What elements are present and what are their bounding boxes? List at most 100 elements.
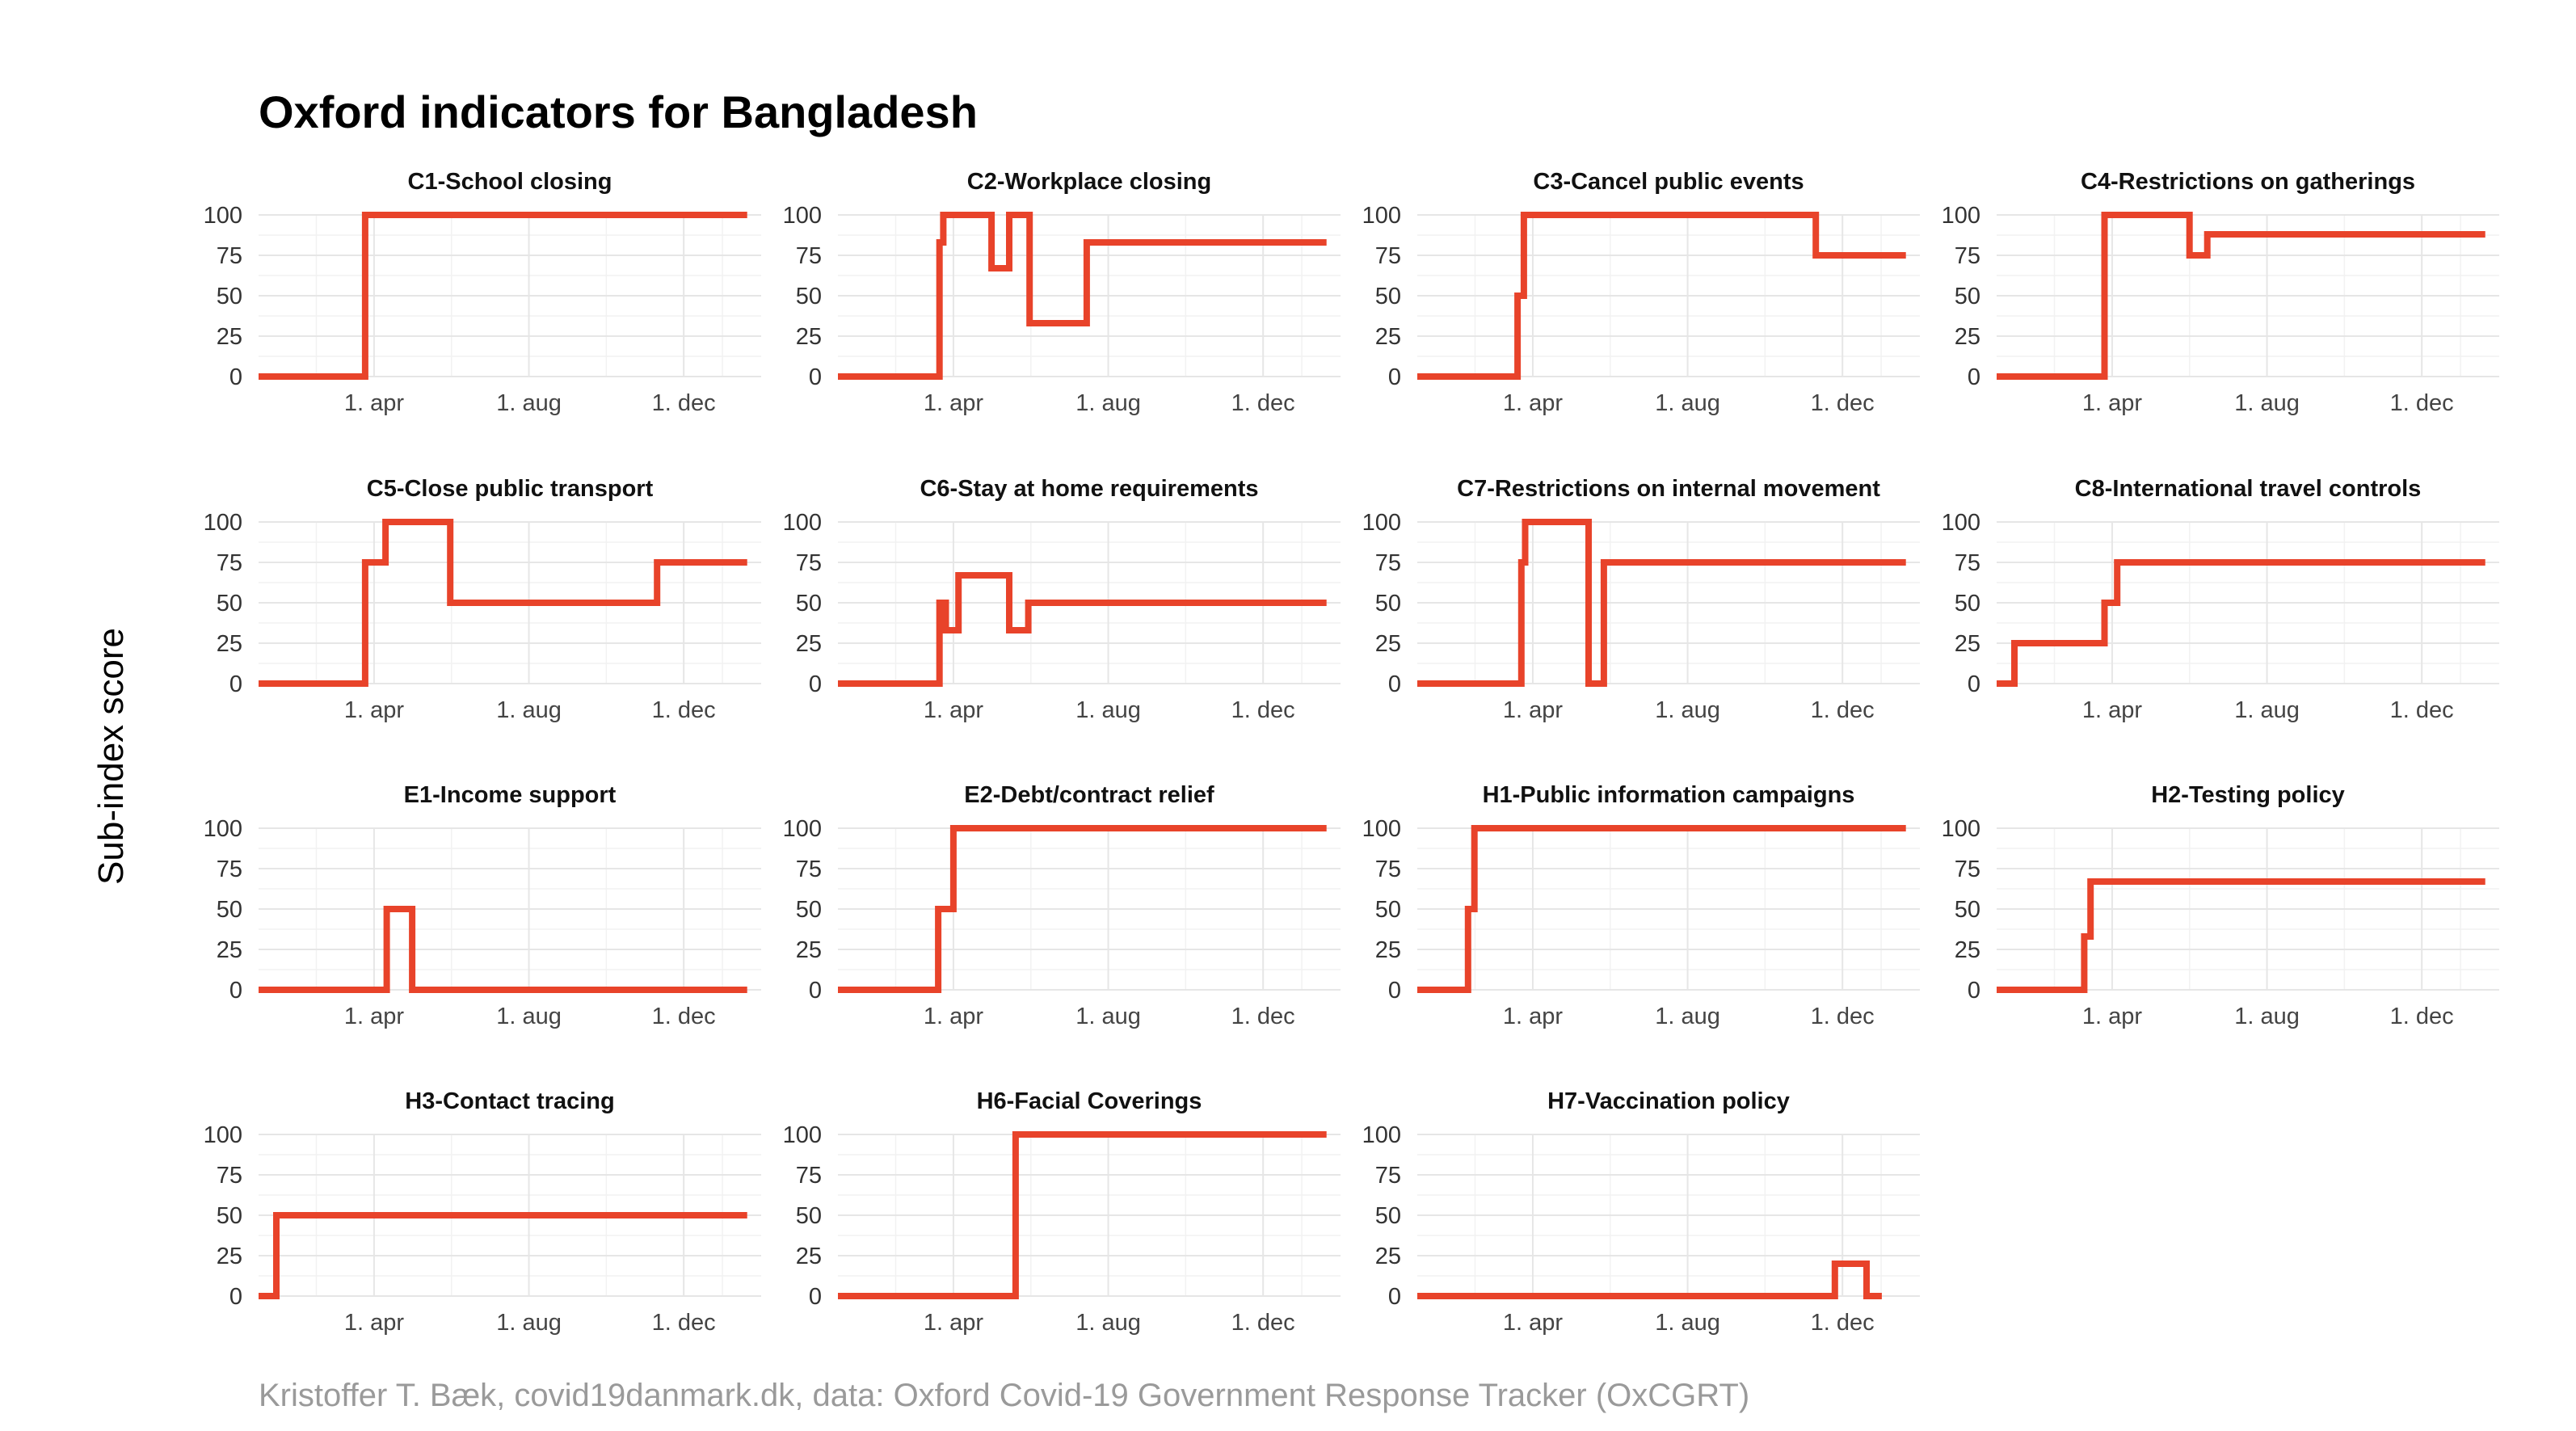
y-tick-label: 0 bbox=[229, 671, 242, 697]
y-tick-label: 0 bbox=[809, 978, 822, 1004]
x-tick-label: 1. apr bbox=[344, 697, 404, 723]
x-tick-label: 1. dec bbox=[1231, 1310, 1295, 1336]
y-tick-label: 0 bbox=[229, 364, 242, 390]
panel-10: E2-Debt/contract relief 0 25 50 75 100 1. apr 1… bbox=[783, 782, 1341, 1029]
panel-13: H3-Contact tracing 0 25 50 75 100 1. apr 1. aug… bbox=[204, 1088, 761, 1336]
panel-title: C4-Restrictions on gatherings bbox=[2081, 169, 2415, 195]
y-tick-label: 100 bbox=[204, 510, 242, 536]
y-tick-label: 0 bbox=[1388, 978, 1401, 1004]
series-line bbox=[1417, 212, 1906, 380]
y-tick-label: 25 bbox=[796, 324, 822, 350]
panel-7: C7-Restrictions on internal movement 0 25 5… bbox=[1362, 476, 1920, 723]
x-tick-label: 1. aug bbox=[1655, 697, 1720, 723]
x-tick-label: 1. dec bbox=[1231, 697, 1295, 723]
y-tick-label: 100 bbox=[1362, 816, 1401, 842]
panel-title: H2-Testing policy bbox=[2151, 782, 2345, 808]
chart-title: Oxford indicators for Bangladesh bbox=[259, 86, 978, 137]
x-tick-label: 1. apr bbox=[924, 1310, 983, 1336]
y-tick-label: 100 bbox=[1942, 510, 1980, 536]
y-tick-label: 0 bbox=[1968, 671, 1980, 697]
x-tick-label: 1. dec bbox=[1231, 1004, 1295, 1029]
x-tick-label: 1. aug bbox=[496, 697, 562, 723]
panel-9: E1-Income support 0 25 50 75 100 1. apr 1. aug 1… bbox=[204, 782, 761, 1029]
y-tick-label: 0 bbox=[809, 1284, 822, 1310]
y-tick-label: 50 bbox=[796, 284, 822, 309]
x-tick-label: 1. aug bbox=[1075, 697, 1141, 723]
y-tick-label: 75 bbox=[796, 1163, 822, 1189]
caption: Kristoffer T. Bæk, covid19danmark.dk, da… bbox=[259, 1378, 1749, 1413]
y-tick-label: 0 bbox=[1968, 364, 1980, 390]
x-tick-label: 1. apr bbox=[344, 1310, 404, 1336]
y-tick-label: 25 bbox=[1955, 937, 1980, 963]
x-tick-label: 1. aug bbox=[2234, 390, 2300, 416]
y-tick-label: 25 bbox=[1955, 631, 1980, 657]
y-tick-label: 25 bbox=[796, 631, 822, 657]
y-tick-label: 50 bbox=[1375, 1203, 1401, 1229]
series-line bbox=[1417, 825, 1906, 993]
panel-14: H6-Facial Coverings 0 25 50 75 100 1. apr 1. au… bbox=[783, 1088, 1341, 1336]
series-line bbox=[1417, 519, 1906, 687]
x-tick-label: 1. aug bbox=[1655, 1310, 1720, 1336]
x-tick-label: 1. dec bbox=[2390, 390, 2454, 416]
series-line bbox=[1417, 1261, 1882, 1299]
x-tick-label: 1. aug bbox=[2234, 1004, 2300, 1029]
series-line bbox=[838, 212, 1327, 380]
x-tick-label: 1. dec bbox=[652, 697, 716, 723]
y-tick-label: 50 bbox=[217, 591, 242, 617]
x-tick-label: 1. aug bbox=[1075, 1310, 1141, 1336]
y-tick-label: 0 bbox=[809, 671, 822, 697]
series-line bbox=[838, 572, 1327, 687]
x-tick-label: 1. aug bbox=[1655, 390, 1720, 416]
y-tick-label: 100 bbox=[783, 816, 822, 842]
x-tick-label: 1. dec bbox=[652, 1310, 716, 1336]
y-tick-label: 25 bbox=[796, 1244, 822, 1269]
y-tick-label: 75 bbox=[1955, 856, 1980, 882]
x-tick-label: 1. apr bbox=[1503, 1004, 1563, 1029]
y-tick-label: 75 bbox=[796, 856, 822, 882]
y-tick-label: 100 bbox=[1942, 203, 1980, 229]
x-tick-label: 1. apr bbox=[2082, 390, 2142, 416]
x-tick-label: 1. aug bbox=[496, 1310, 562, 1336]
y-axis-label: Sub-index score bbox=[91, 628, 131, 885]
y-tick-label: 50 bbox=[217, 1203, 242, 1229]
y-tick-label: 50 bbox=[1955, 284, 1980, 309]
series-line bbox=[838, 825, 1327, 993]
x-tick-label: 1. aug bbox=[1655, 1004, 1720, 1029]
panel-title: C7-Restrictions on internal movement bbox=[1457, 476, 1880, 502]
series-line bbox=[1997, 878, 2486, 993]
series-line bbox=[259, 519, 747, 687]
panel-title: C1-School closing bbox=[408, 169, 612, 195]
y-tick-label: 75 bbox=[217, 856, 242, 882]
y-tick-label: 50 bbox=[1955, 897, 1980, 923]
panel-5: C5-Close public transport 0 25 50 75 100 1. ap… bbox=[204, 476, 761, 723]
y-tick-label: 0 bbox=[1388, 671, 1401, 697]
panel-4: C4-Restrictions on gatherings 0 25 50 75 100 1… bbox=[1942, 169, 2499, 416]
x-tick-label: 1. dec bbox=[1811, 1310, 1875, 1336]
panel-title: H6-Facial Coverings bbox=[977, 1088, 1202, 1114]
y-tick-label: 100 bbox=[783, 203, 822, 229]
x-tick-label: 1. dec bbox=[1811, 697, 1875, 723]
y-tick-label: 50 bbox=[796, 897, 822, 923]
x-tick-label: 1. apr bbox=[1503, 697, 1563, 723]
series-line bbox=[259, 906, 747, 993]
y-tick-label: 100 bbox=[783, 1122, 822, 1148]
y-tick-label: 25 bbox=[217, 631, 242, 657]
y-tick-label: 0 bbox=[1388, 364, 1401, 390]
panel-12: H2-Testing policy 0 25 50 75 100 1. apr 1. aug 1… bbox=[1942, 782, 2499, 1029]
x-tick-label: 1. dec bbox=[2390, 1004, 2454, 1029]
series-line bbox=[838, 1131, 1327, 1299]
panel-8: C8-International travel controls 0 25 50 75 1… bbox=[1942, 476, 2499, 723]
y-tick-label: 25 bbox=[1955, 324, 1980, 350]
x-tick-label: 1. apr bbox=[344, 390, 404, 416]
panel-1: C1-School closing 0 25 50 75 100 1. apr 1. aug 1… bbox=[204, 169, 761, 416]
x-tick-label: 1. dec bbox=[1811, 390, 1875, 416]
y-tick-label: 75 bbox=[217, 550, 242, 576]
x-tick-label: 1. aug bbox=[1075, 390, 1141, 416]
series-line bbox=[1997, 212, 2486, 380]
series-line bbox=[259, 1212, 747, 1299]
panel-title: C2-Workplace closing bbox=[967, 169, 1211, 195]
x-tick-label: 1. dec bbox=[1231, 390, 1295, 416]
panel-title: C3-Cancel public events bbox=[1533, 169, 1804, 195]
y-tick-label: 25 bbox=[1375, 324, 1401, 350]
panel-title: C6-Stay at home requirements bbox=[920, 476, 1258, 502]
